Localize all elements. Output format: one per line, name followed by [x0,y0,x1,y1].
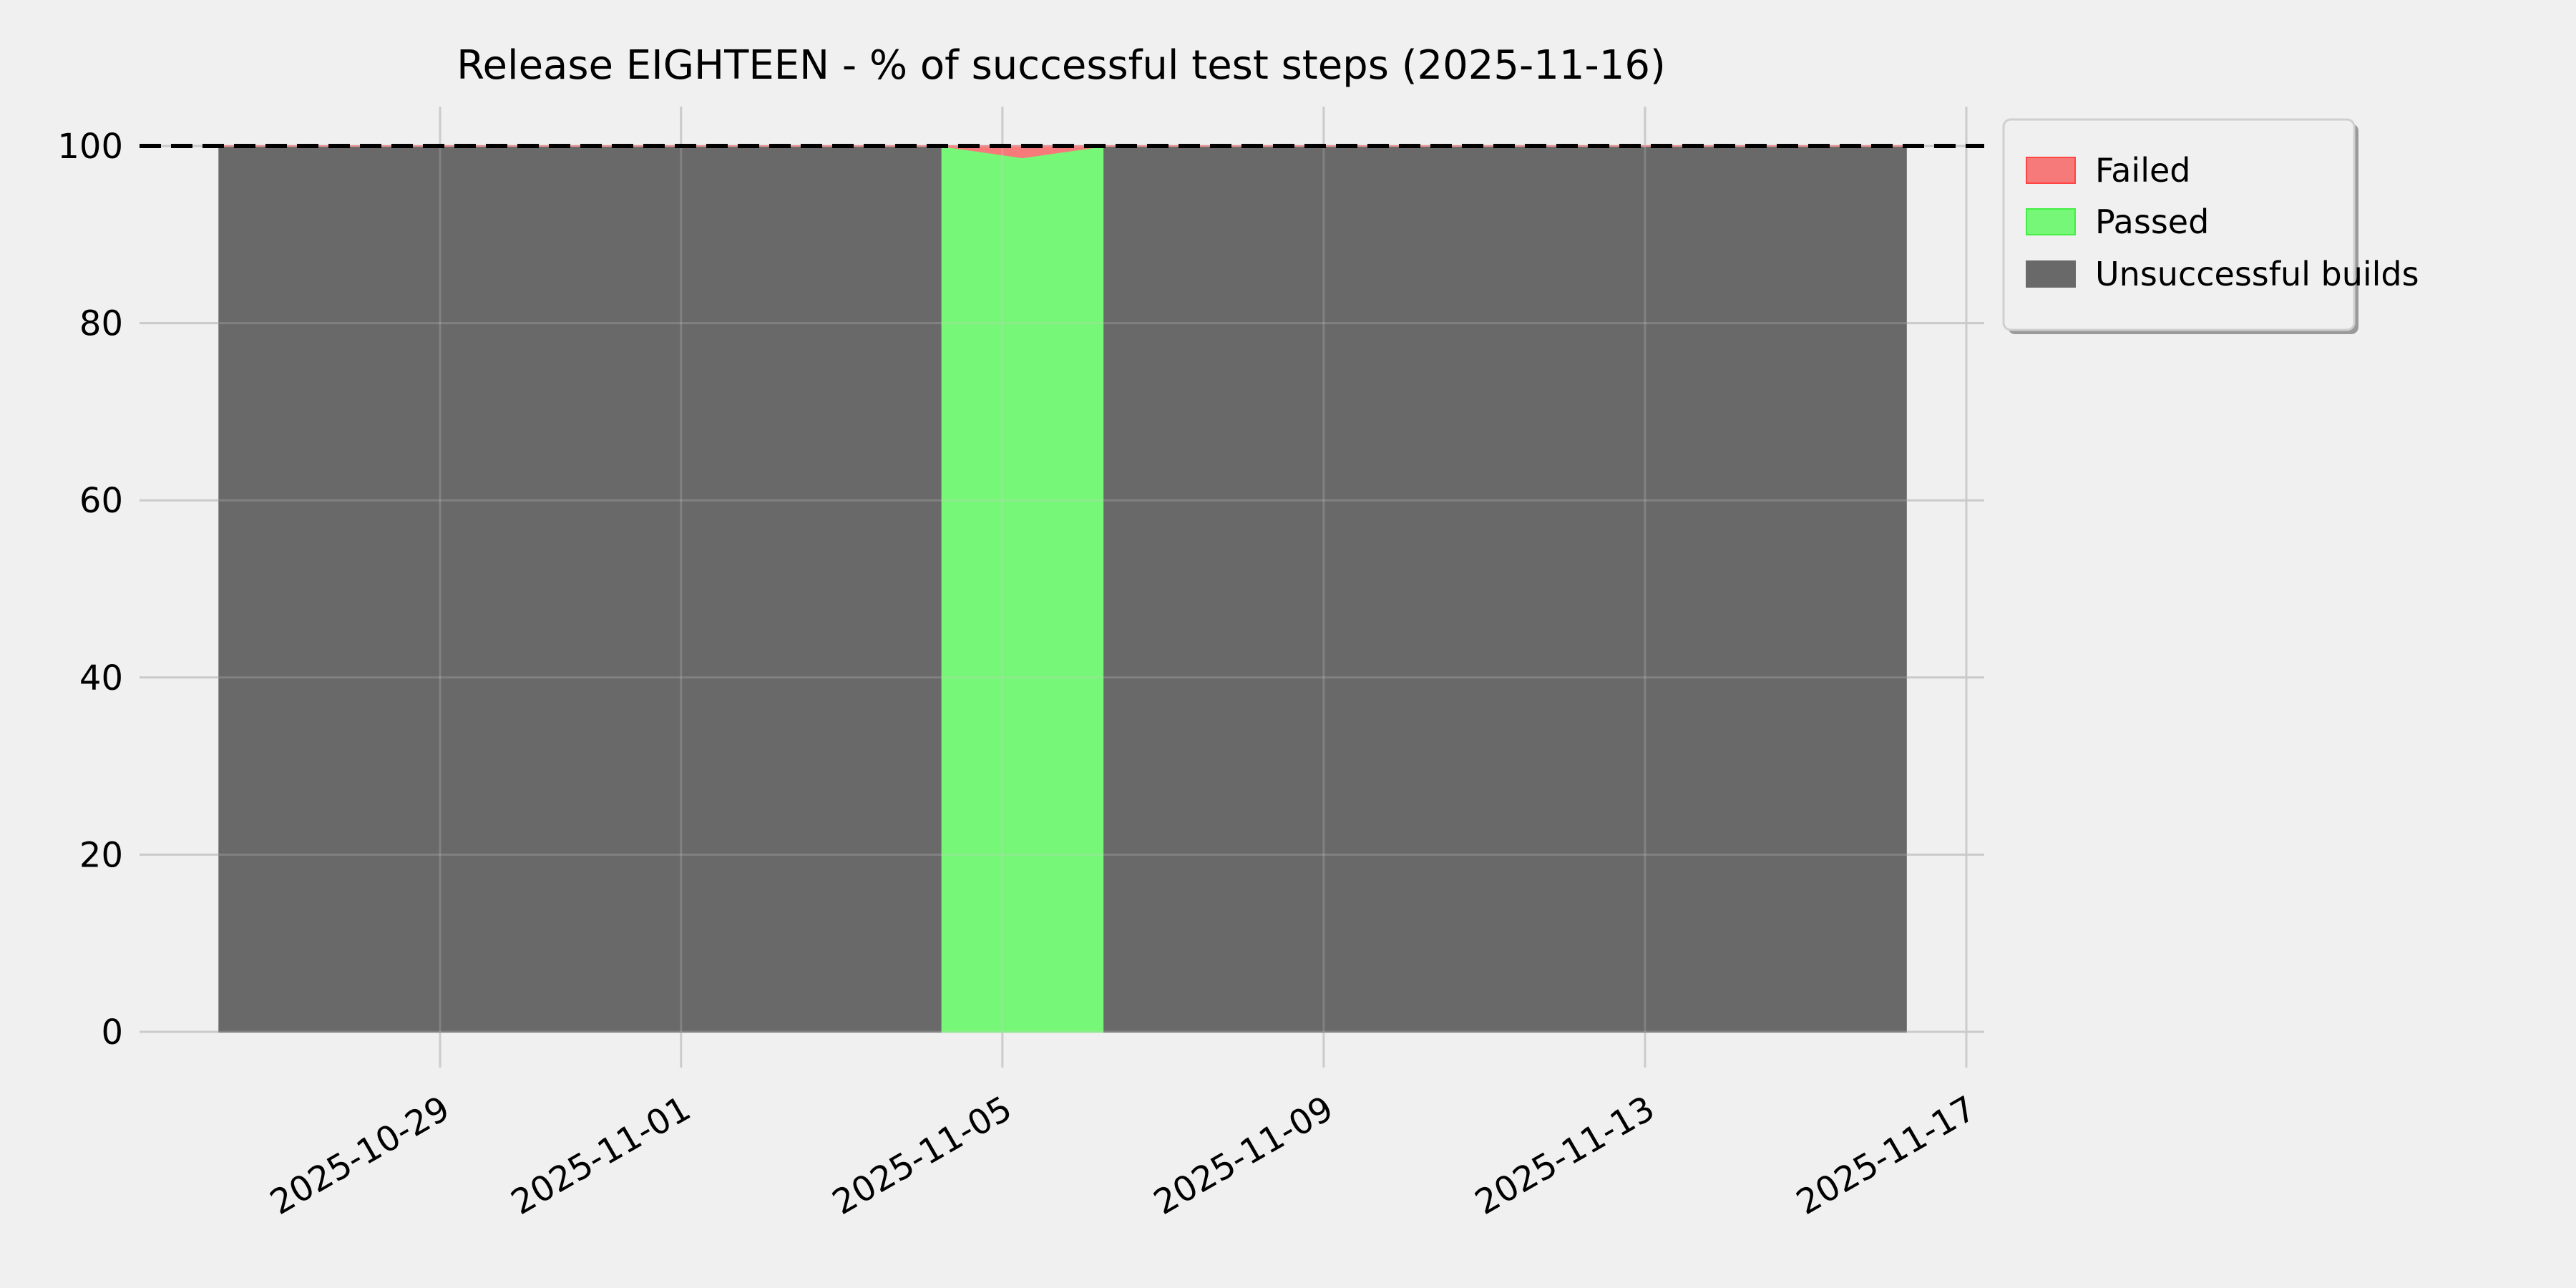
legend-label: Passed [2095,203,2209,241]
legend-label: Failed [2095,151,2191,190]
y-tick-label: 80 [79,304,123,344]
legend-swatch-unsuccessful-builds [2026,260,2076,288]
stacked-areas [140,107,1984,1033]
y-tick-label: 20 [79,835,123,875]
chart-title: Release EIGHTEEN - % of successful test … [457,42,1666,89]
legend-box [2002,118,2356,331]
y-tick-label: 100 [57,127,123,167]
y-tick-label: 60 [79,481,123,521]
y-tick-label: 40 [79,658,123,698]
legend: Failed Passed Unsuccessful builds [2002,118,2419,334]
legend-label: Unsuccessful builds [2095,255,2419,293]
y-tick-label: 0 [101,1013,123,1053]
y-axis: 0 20 40 60 80 100 [57,127,123,1053]
legend-swatch-failed [2026,157,2076,184]
legend-swatch-passed [2026,208,2076,235]
